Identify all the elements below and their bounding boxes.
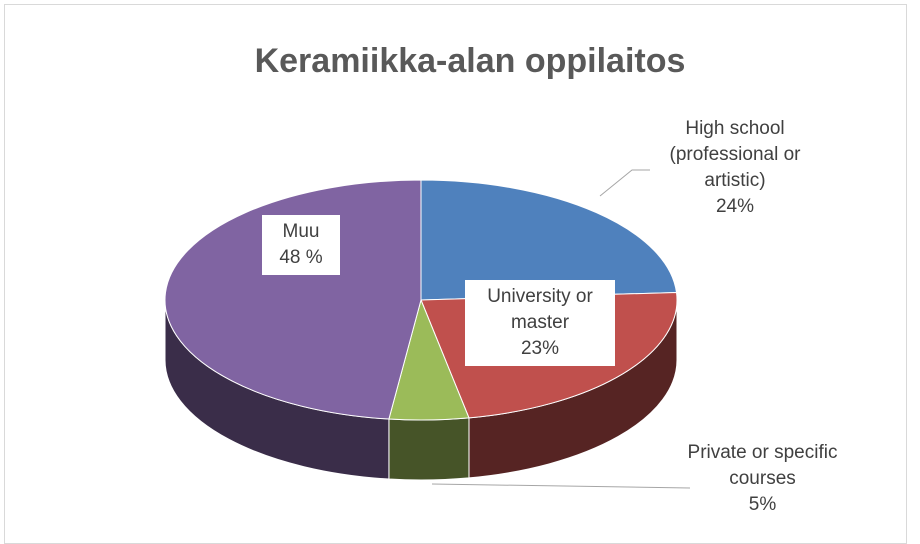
pie-slice: [164, 179, 422, 420]
data-label: Muu 48 %: [262, 215, 340, 275]
label-value: 23%: [520, 338, 560, 359]
pie-side: [388, 417, 470, 481]
label-value: 5%: [748, 494, 777, 515]
label-category: High school (professional or artistic): [669, 118, 801, 191]
data-label: University or master 23%: [465, 280, 615, 366]
pie-slice: [420, 179, 678, 301]
label-category: Private or specific courses: [687, 442, 838, 489]
label-category: Muu: [282, 221, 320, 242]
leader-line: [599, 169, 650, 197]
data-label: Private or specific courses 5%: [680, 440, 845, 518]
leader-line: [431, 483, 691, 489]
label-value: 48 %: [279, 247, 323, 268]
pie-sides: [164, 299, 678, 481]
label-category: University or master: [487, 286, 593, 333]
data-label: High school (professional or artistic) 24…: [650, 116, 820, 220]
chart-title: Keramiikka-alan oppilaitos: [255, 42, 686, 80]
label-value: 24%: [715, 196, 755, 217]
